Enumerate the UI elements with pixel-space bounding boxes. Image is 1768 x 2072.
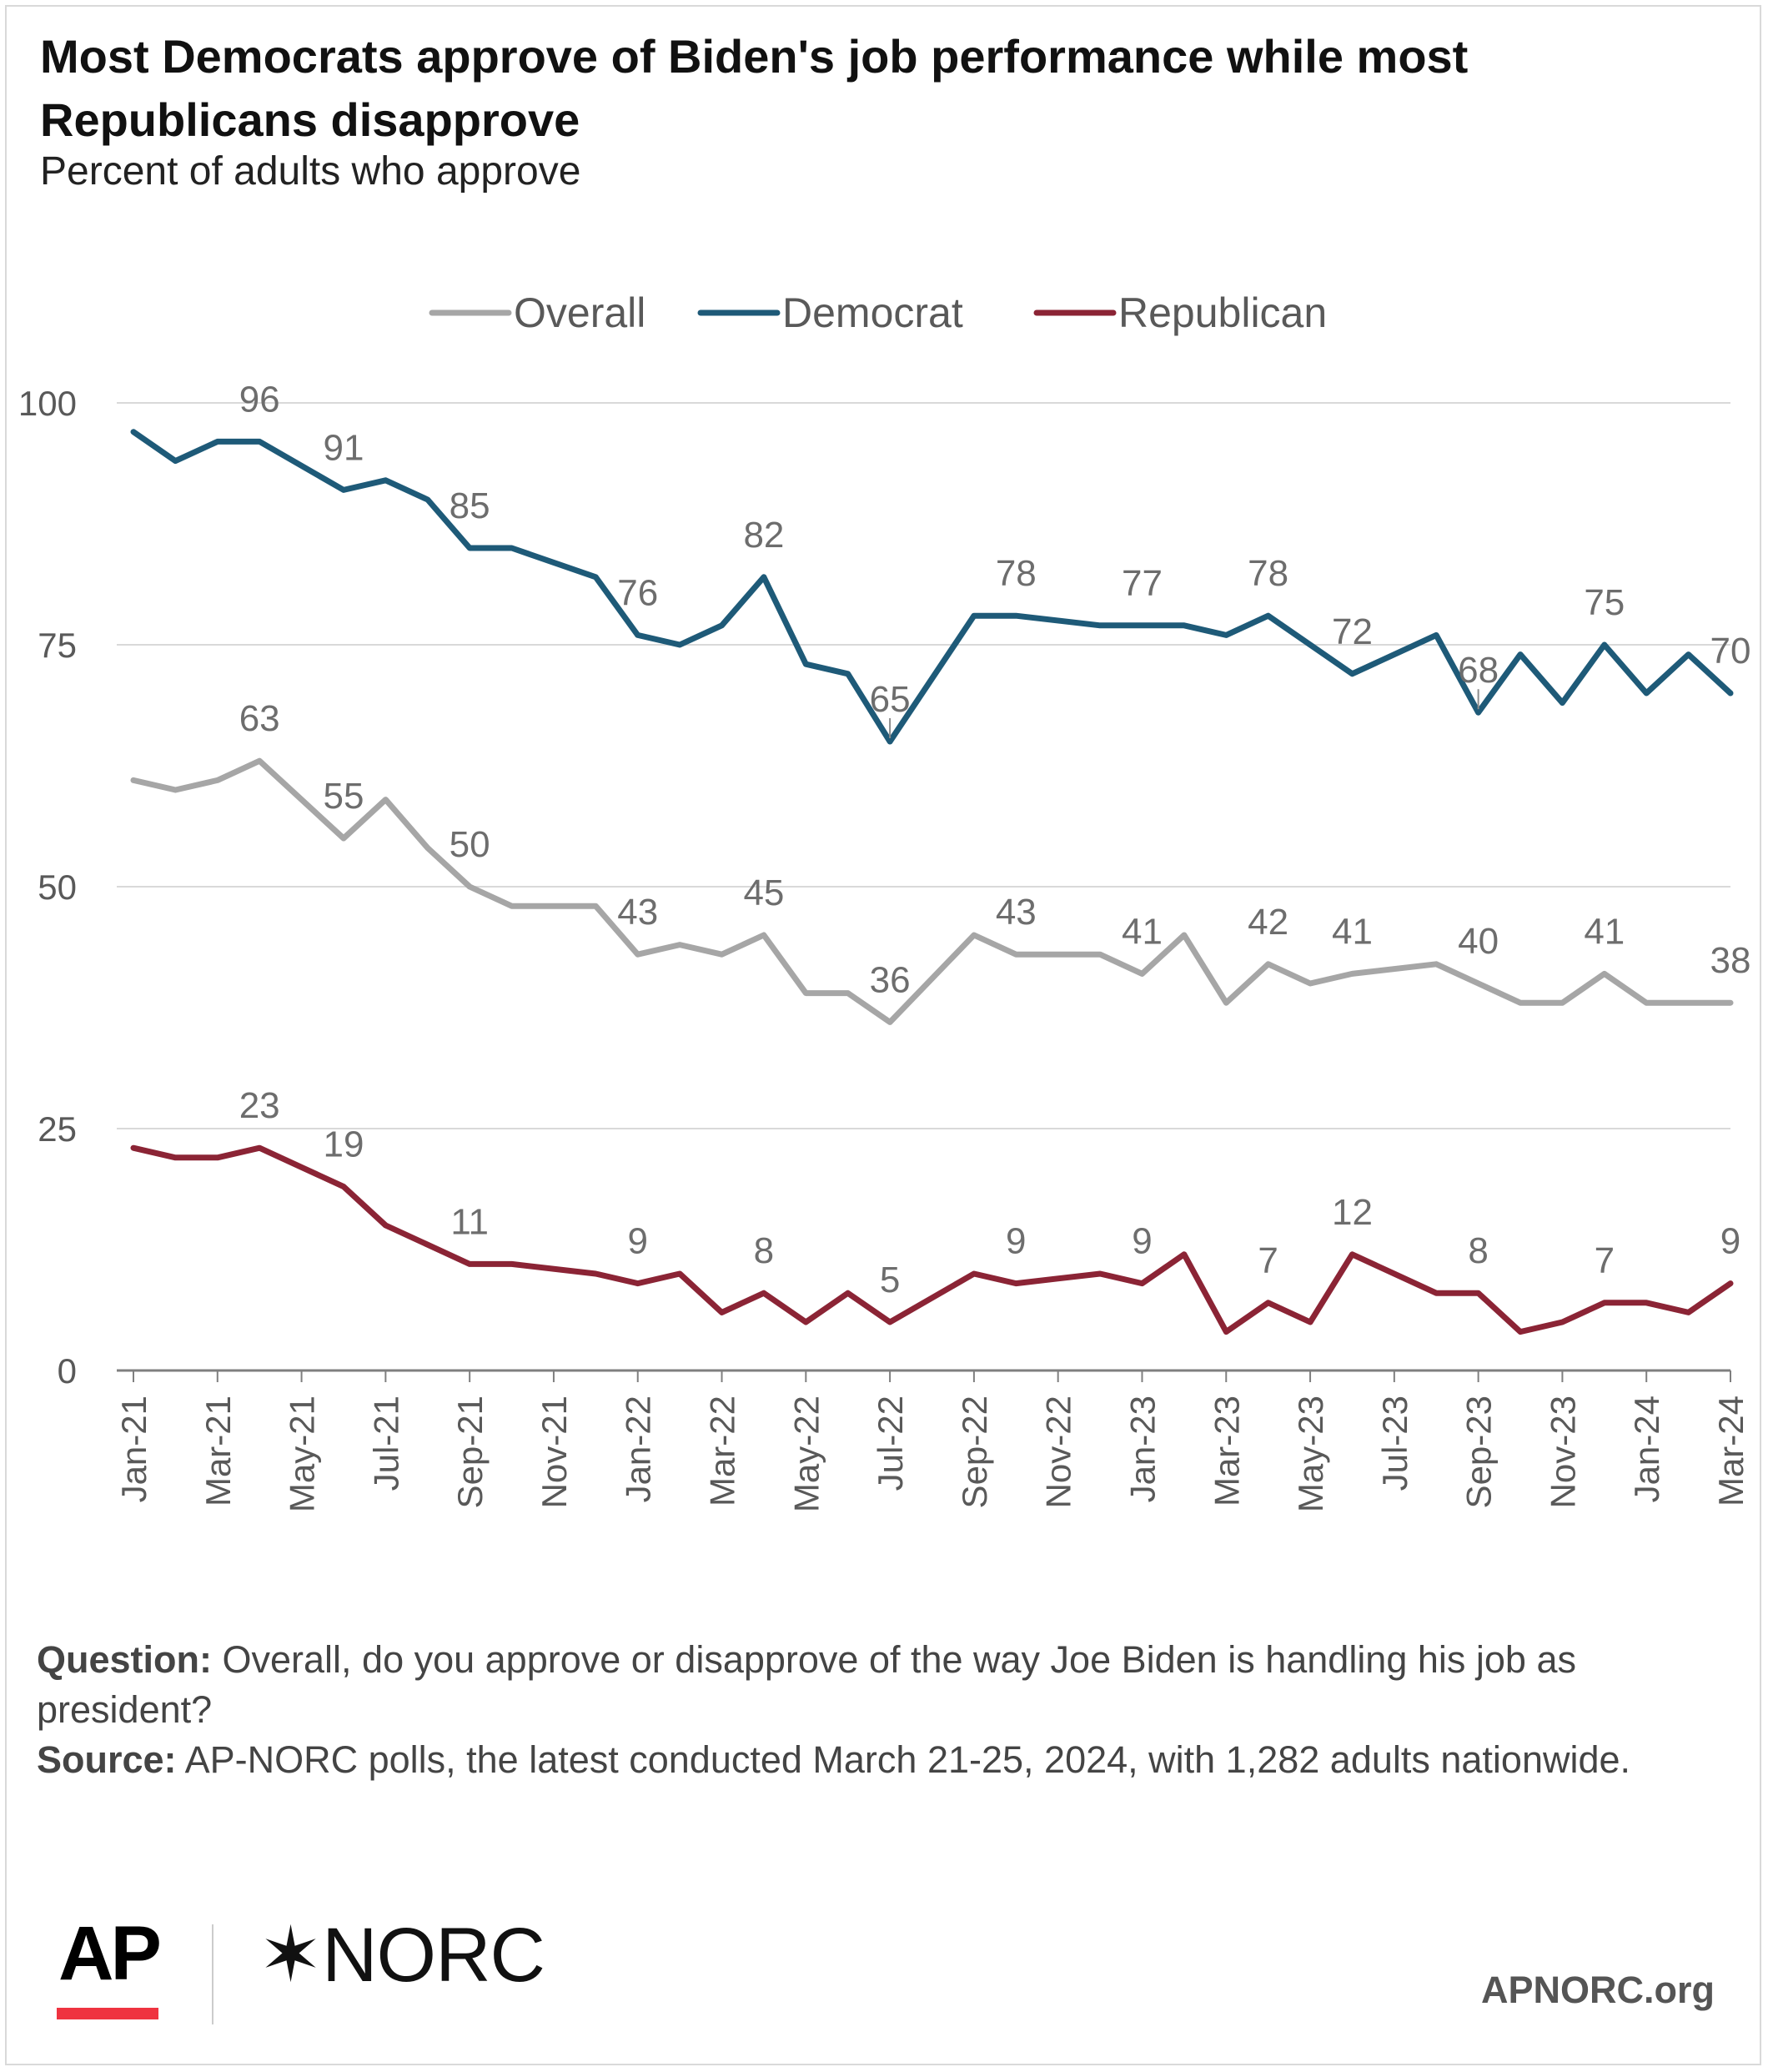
data-label: 55 — [323, 776, 364, 817]
x-tick-label: Mar-22 — [703, 1396, 742, 1506]
data-label: 43 — [617, 892, 658, 933]
data-label: 72 — [1332, 611, 1373, 652]
data-label: 38 — [1710, 940, 1751, 981]
data-label: 65 — [870, 679, 911, 720]
data-label: 19 — [323, 1124, 364, 1165]
chart-notes: Question: Overall, do you approve or dis… — [37, 1635, 1705, 1785]
data-label: 77 — [1122, 563, 1163, 604]
data-label: 12 — [1332, 1192, 1373, 1233]
y-tick-label: 25 — [38, 1109, 77, 1149]
data-label: 70 — [1710, 631, 1751, 671]
data-label: 41 — [1332, 911, 1373, 952]
data-label: 78 — [1248, 553, 1288, 594]
series-line-democrat — [130, 429, 1734, 745]
data-label: 76 — [617, 572, 658, 613]
series-line-republican — [130, 1144, 1734, 1335]
legend-label: Overall — [514, 289, 645, 336]
logo-divider — [212, 1924, 213, 2024]
data-label: 9 — [1006, 1221, 1026, 1262]
x-tick-label: Jan-24 — [1627, 1396, 1666, 1502]
data-label: 75 — [1584, 582, 1625, 623]
legend-label: Republican — [1118, 289, 1327, 336]
series-line-overall — [130, 757, 1734, 1025]
x-tick-label: Sep-22 — [955, 1396, 994, 1508]
x-tick-label: Mar-21 — [198, 1396, 238, 1506]
x-tick-label: Jul-21 — [366, 1396, 405, 1491]
data-label: 85 — [450, 485, 490, 526]
data-label: 91 — [323, 427, 364, 468]
x-tick-label: Jan-23 — [1123, 1396, 1162, 1502]
x-tick-label: Jan-22 — [619, 1396, 658, 1502]
data-label: 23 — [239, 1085, 280, 1126]
y-tick-label: 0 — [58, 1351, 77, 1391]
data-label: 9 — [1132, 1221, 1152, 1262]
y-tick-label: 50 — [38, 868, 77, 907]
chart-subtitle: Percent of adults who approve — [40, 149, 581, 194]
norc-logo: ✶NORC — [259, 1913, 545, 1998]
data-label: 11 — [450, 1201, 489, 1242]
data-label: 41 — [1584, 911, 1625, 952]
source-text: AP-NORC polls, the latest conducted Marc… — [176, 1738, 1631, 1781]
x-tick-label: Jul-22 — [871, 1396, 910, 1491]
x-tick-label: Nov-22 — [1039, 1396, 1078, 1508]
data-label: 78 — [996, 553, 1037, 594]
chart-frame — [5, 5, 1761, 2065]
data-label: 7 — [1595, 1240, 1615, 1281]
x-tick-label: Mar-24 — [1711, 1396, 1750, 1506]
x-tick-label: Sep-23 — [1459, 1396, 1499, 1508]
x-tick-label: Jan-21 — [114, 1396, 153, 1502]
data-label: 41 — [1122, 911, 1163, 952]
data-label: 5 — [880, 1260, 900, 1300]
data-label: 36 — [870, 959, 911, 1000]
chart-title: Most Democrats approve of Biden's job pe… — [40, 30, 1469, 146]
x-tick-label: Sep-21 — [450, 1396, 490, 1508]
ap-logo: AP — [58, 1911, 162, 1996]
data-label: 7 — [1258, 1240, 1278, 1281]
data-label: 45 — [743, 873, 784, 913]
x-tick-label: May-22 — [786, 1396, 826, 1512]
data-label: 9 — [627, 1221, 647, 1262]
y-tick-label: 75 — [38, 626, 77, 665]
data-label: 63 — [239, 698, 280, 739]
data-label: 50 — [450, 824, 490, 865]
ap-logo-bar — [57, 2008, 158, 2019]
data-label: 8 — [1468, 1230, 1488, 1271]
source-label: Source: — [37, 1738, 177, 1781]
data-label: 43 — [996, 892, 1037, 933]
x-tick-label: Nov-23 — [1543, 1396, 1582, 1508]
x-tick-label: May-21 — [283, 1396, 322, 1512]
question-label: Question: — [37, 1638, 212, 1681]
data-label: 68 — [1458, 650, 1499, 691]
x-tick-label: Nov-21 — [535, 1396, 574, 1508]
y-tick-label: 100 — [18, 384, 77, 423]
x-tick-label: Jul-23 — [1375, 1396, 1414, 1491]
data-label: 8 — [754, 1230, 774, 1271]
data-label: 40 — [1458, 921, 1499, 962]
x-tick-label: May-23 — [1291, 1396, 1330, 1512]
question-text: Overall, do you approve or disapprove of… — [37, 1638, 1576, 1731]
data-label: 42 — [1248, 902, 1288, 943]
data-label: 9 — [1720, 1221, 1740, 1262]
site-url: APNORC.org — [1481, 1969, 1715, 2011]
x-tick-label: Mar-23 — [1207, 1396, 1246, 1506]
data-label: 82 — [743, 515, 784, 556]
data-label: 96 — [239, 379, 280, 420]
legend-label: Democrat — [782, 289, 963, 336]
